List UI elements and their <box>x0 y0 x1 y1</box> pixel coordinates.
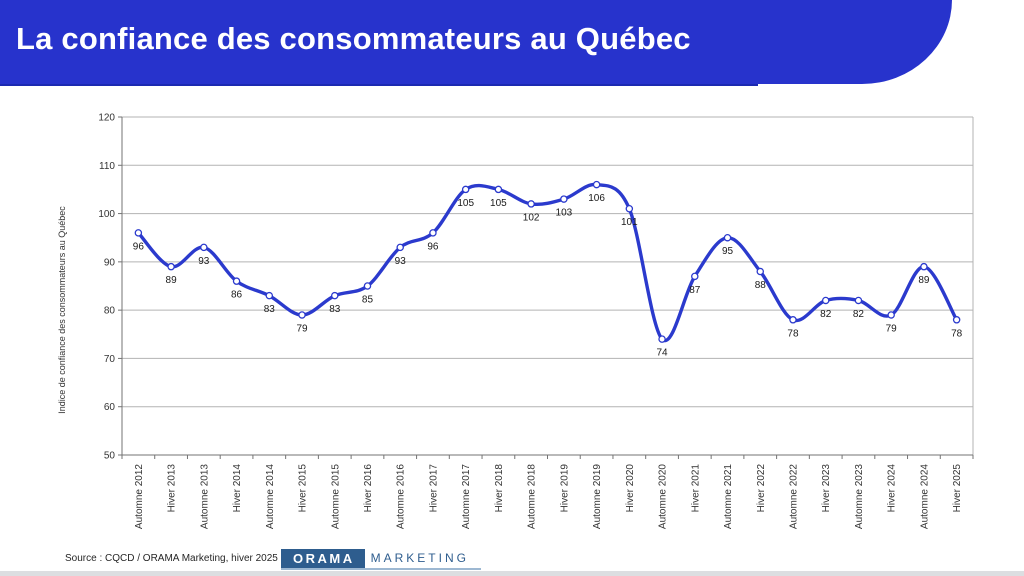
svg-text:78: 78 <box>951 328 963 339</box>
svg-text:110: 110 <box>99 161 115 172</box>
svg-text:50: 50 <box>104 451 116 462</box>
svg-text:83: 83 <box>329 304 341 315</box>
svg-text:85: 85 <box>362 295 374 306</box>
svg-text:105: 105 <box>490 198 507 209</box>
svg-text:83: 83 <box>264 304 276 315</box>
svg-text:96: 96 <box>133 241 145 252</box>
svg-text:Hiver 2017: Hiver 2017 <box>428 464 439 513</box>
svg-text:93: 93 <box>395 256 407 267</box>
svg-text:Automne 2021: Automne 2021 <box>723 464 734 529</box>
svg-text:70: 70 <box>104 354 116 365</box>
svg-text:103: 103 <box>556 208 573 219</box>
svg-text:Hiver 2019: Hiver 2019 <box>559 464 570 513</box>
source-note: Source : CQCD / ORAMA Marketing, hiver 2… <box>65 553 278 564</box>
svg-text:89: 89 <box>166 275 178 286</box>
svg-text:Automne 2018: Automne 2018 <box>527 464 538 529</box>
svg-text:Automne 2017: Automne 2017 <box>461 464 472 529</box>
svg-text:Hiver 2018: Hiver 2018 <box>494 464 505 513</box>
svg-text:95: 95 <box>722 246 734 257</box>
svg-text:74: 74 <box>656 348 668 359</box>
svg-text:105: 105 <box>457 198 474 209</box>
svg-text:Hiver 2023: Hiver 2023 <box>821 464 832 513</box>
svg-text:Hiver 2016: Hiver 2016 <box>363 464 374 513</box>
svg-text:Automne 2020: Automne 2020 <box>658 464 669 529</box>
svg-text:Hiver 2024: Hiver 2024 <box>887 464 898 513</box>
svg-text:82: 82 <box>853 309 865 320</box>
orama-logo-primary: ORAMA <box>281 548 365 568</box>
svg-text:100: 100 <box>98 209 115 220</box>
svg-text:Hiver 2021: Hiver 2021 <box>690 464 701 513</box>
svg-text:Automne 2019: Automne 2019 <box>592 464 603 529</box>
svg-text:89: 89 <box>918 275 930 286</box>
svg-text:82: 82 <box>820 309 832 320</box>
svg-text:Hiver 2020: Hiver 2020 <box>625 464 636 513</box>
svg-text:Hiver 2022: Hiver 2022 <box>756 464 767 513</box>
svg-text:80: 80 <box>104 306 116 317</box>
svg-text:Automne 2016: Automne 2016 <box>396 464 407 529</box>
svg-text:Automne 2024: Automne 2024 <box>919 464 930 529</box>
svg-text:90: 90 <box>104 257 116 268</box>
svg-text:78: 78 <box>787 328 799 339</box>
bottom-edge-strip <box>0 571 1024 576</box>
svg-text:Hiver 2025: Hiver 2025 <box>952 464 963 513</box>
svg-text:101: 101 <box>621 217 638 228</box>
orama-logo-secondary: MARKETING <box>370 551 469 565</box>
svg-text:96: 96 <box>427 241 439 252</box>
svg-text:Hiver 2014: Hiver 2014 <box>232 464 243 513</box>
svg-text:120: 120 <box>98 113 115 124</box>
svg-text:87: 87 <box>689 285 701 296</box>
svg-text:Hiver 2015: Hiver 2015 <box>298 464 309 513</box>
svg-text:Automne 2014: Automne 2014 <box>265 464 276 529</box>
svg-text:Automne 2013: Automne 2013 <box>199 464 210 529</box>
svg-text:Automne 2023: Automne 2023 <box>854 464 865 529</box>
svg-text:93: 93 <box>198 256 210 267</box>
title-banner: La confiance des consommateurs au Québec <box>0 0 952 84</box>
svg-text:106: 106 <box>588 193 605 204</box>
svg-text:Automne 2022: Automne 2022 <box>788 464 799 529</box>
svg-text:Automne 2012: Automne 2012 <box>134 464 145 529</box>
svg-text:102: 102 <box>523 212 540 223</box>
svg-text:79: 79 <box>296 323 308 334</box>
svg-text:88: 88 <box>755 280 767 291</box>
svg-text:60: 60 <box>104 402 116 413</box>
svg-text:Automne 2015: Automne 2015 <box>330 464 341 529</box>
page-title: La confiance des consommateurs au Québec <box>16 21 691 56</box>
orama-logo: ORAMA MARKETING <box>281 548 481 570</box>
svg-text:86: 86 <box>231 290 243 301</box>
svg-text:Hiver 2013: Hiver 2013 <box>167 464 178 513</box>
svg-text:79: 79 <box>886 323 898 334</box>
